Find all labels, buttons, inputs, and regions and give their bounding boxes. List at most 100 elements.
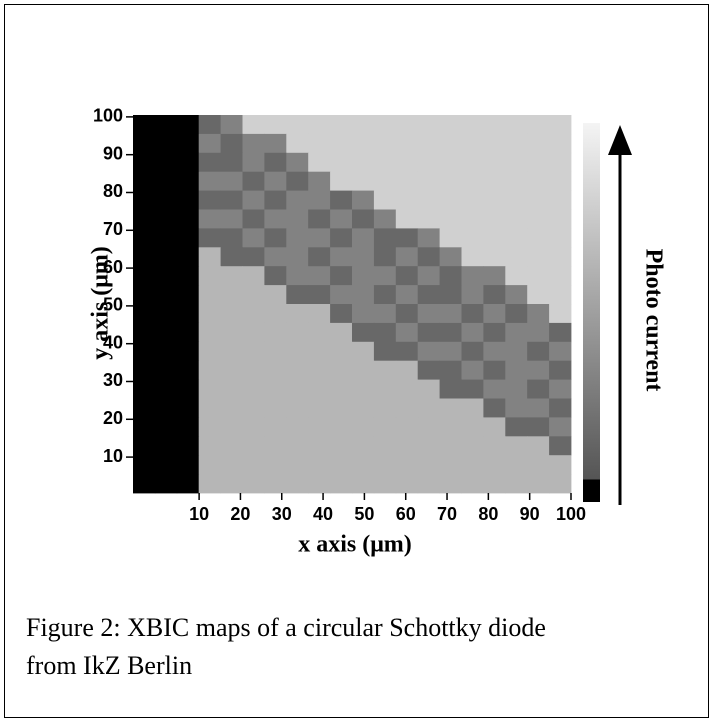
heatmap-cell — [286, 474, 309, 494]
heatmap-cell — [176, 474, 200, 494]
heatmap-cell — [483, 228, 506, 248]
heatmap-cell — [308, 436, 331, 456]
heatmap-cell — [483, 190, 506, 210]
heatmap-cell — [330, 209, 353, 229]
heatmap-cell — [330, 171, 353, 191]
heatmap-cell — [505, 398, 528, 418]
heatmap-cell — [308, 379, 331, 399]
heatmap-cell — [308, 360, 331, 380]
heatmap-cell — [527, 209, 550, 229]
heatmap-cell — [264, 436, 287, 456]
heatmap-cell — [176, 152, 200, 173]
heatmap-cell — [264, 133, 287, 154]
plot — [133, 115, 572, 494]
heatmap-cell — [176, 398, 200, 418]
heatmap-cell — [352, 171, 375, 191]
heatmap-cell — [461, 341, 484, 362]
colorbar-label: Photo current — [640, 249, 666, 392]
y-tick-label: 70 — [103, 219, 123, 239]
heatmap-cell — [373, 190, 397, 210]
heatmap-cell — [395, 398, 419, 418]
heatmap-cell — [308, 304, 331, 324]
heatmap-cell — [373, 152, 397, 173]
heatmap-cell — [373, 360, 397, 380]
heatmap-cell — [395, 152, 419, 173]
heatmap-cell — [176, 341, 200, 362]
heatmap-cell — [527, 247, 550, 267]
heatmap-cell — [527, 133, 550, 154]
heatmap-cell — [461, 304, 484, 324]
heatmap-cell — [373, 455, 397, 475]
heatmap-cell — [308, 133, 331, 154]
heatmap-cell — [395, 304, 419, 324]
y-axis-label: y axis (μm) — [88, 246, 114, 360]
heatmap-cell — [395, 247, 419, 267]
heatmap-cell — [330, 304, 353, 324]
heatmap-cell — [176, 228, 200, 248]
heatmap-cell — [549, 133, 572, 154]
heatmap-cell — [439, 455, 462, 475]
heatmap-cell — [242, 474, 265, 494]
heatmap-cell — [417, 379, 440, 399]
heatmap-cell — [198, 190, 221, 210]
heatmap-cell — [220, 171, 243, 191]
heatmap-cell — [483, 341, 506, 362]
heatmap-cell — [286, 436, 309, 456]
heatmap-cell — [549, 304, 572, 324]
heatmap-cell — [352, 209, 375, 229]
heatmap-cell — [176, 360, 200, 380]
heatmap-cell — [220, 133, 243, 154]
heatmap-cell — [264, 285, 287, 305]
heatmap-cell — [308, 228, 331, 248]
heatmap-cell — [439, 190, 462, 210]
x-tick-label: 100 — [556, 504, 586, 524]
heatmap-cell — [286, 455, 309, 475]
heatmap-cell — [154, 133, 178, 154]
heatmap-cell — [220, 190, 243, 210]
heatmap-cell — [220, 285, 243, 305]
heatmap-cell — [352, 190, 375, 210]
heatmap-cell — [395, 322, 419, 343]
heatmap-cell — [264, 247, 287, 267]
heatmap-cell — [220, 417, 243, 437]
heatmap-cell — [417, 247, 440, 267]
x-tick-label: 80 — [478, 504, 498, 524]
heatmap-cell — [417, 115, 440, 135]
heatmap-cell — [242, 228, 265, 248]
heatmap-cell — [461, 115, 484, 135]
heatmap-cell — [352, 304, 375, 324]
heatmap-cell — [308, 474, 331, 494]
heatmap-cell — [549, 436, 572, 456]
heatmap-cell — [133, 133, 156, 154]
heatmap-cell — [330, 228, 353, 248]
heatmap-cell — [308, 209, 331, 229]
heatmap-cell — [242, 247, 265, 267]
heatmap-cell — [330, 379, 353, 399]
heatmap-cell — [439, 266, 462, 286]
heatmap-cell — [549, 398, 572, 418]
heatmap-cell — [352, 455, 375, 475]
heatmap-cell — [527, 360, 550, 380]
heatmap-cell — [286, 152, 309, 173]
heatmap-cell — [220, 209, 243, 229]
heatmap-cell — [352, 398, 375, 418]
heatmap-cell — [330, 133, 353, 154]
heatmap-cell — [461, 360, 484, 380]
heatmap-cell — [264, 266, 287, 286]
heatmap-cell — [154, 285, 178, 305]
heatmap-cell — [527, 417, 550, 437]
heatmap-cell — [133, 379, 156, 399]
heatmap-cell — [154, 322, 178, 343]
heatmap-cell — [220, 436, 243, 456]
heatmap-cell — [220, 247, 243, 267]
heatmap-cell — [154, 115, 178, 135]
heatmap-cell — [373, 417, 397, 437]
heatmap-cell — [417, 152, 440, 173]
heatmap-cell — [220, 360, 243, 380]
y-tick-label: 100 — [93, 106, 123, 126]
heatmap-cell — [527, 436, 550, 456]
heatmap-cell — [439, 304, 462, 324]
heatmap-cell — [154, 455, 178, 475]
heatmap-cell — [505, 304, 528, 324]
heatmap-cell — [176, 266, 200, 286]
